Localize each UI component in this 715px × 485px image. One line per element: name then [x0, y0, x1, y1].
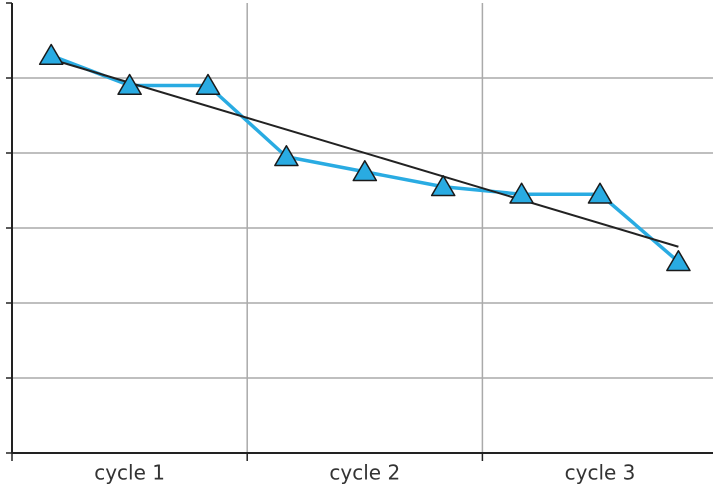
point-marker — [38, 43, 64, 66]
point-marker — [274, 145, 299, 167]
point-marker — [195, 73, 221, 96]
point-marker — [666, 250, 691, 272]
x-tick-label: cycle 1 — [94, 461, 165, 485]
point-marker — [117, 73, 142, 96]
x-tick-label: cycle 2 — [329, 461, 400, 485]
point-marker — [509, 182, 534, 204]
point-marker — [587, 182, 613, 204]
point-marker — [430, 175, 456, 197]
x-tick-label: cycle 3 — [565, 461, 636, 485]
trend-line — [50, 58, 679, 248]
point-marker — [352, 160, 378, 182]
